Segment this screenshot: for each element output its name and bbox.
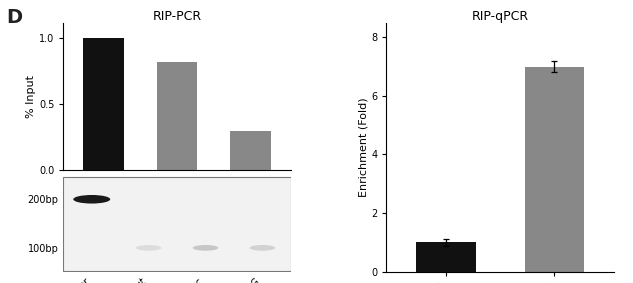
Y-axis label: Enrichment (Fold): Enrichment (Fold) <box>358 97 368 197</box>
Ellipse shape <box>136 245 161 251</box>
Ellipse shape <box>192 245 218 251</box>
Bar <box>84 38 124 170</box>
Text: D: D <box>6 8 22 27</box>
Ellipse shape <box>73 195 110 203</box>
Bar <box>417 242 476 272</box>
Bar <box>230 131 271 170</box>
Title: RIP-qPCR: RIP-qPCR <box>472 10 529 23</box>
Ellipse shape <box>249 245 275 251</box>
Bar <box>525 67 584 272</box>
Y-axis label: % Input: % Input <box>26 75 36 118</box>
Bar <box>157 62 197 170</box>
Title: RIP-PCR: RIP-PCR <box>153 10 202 23</box>
